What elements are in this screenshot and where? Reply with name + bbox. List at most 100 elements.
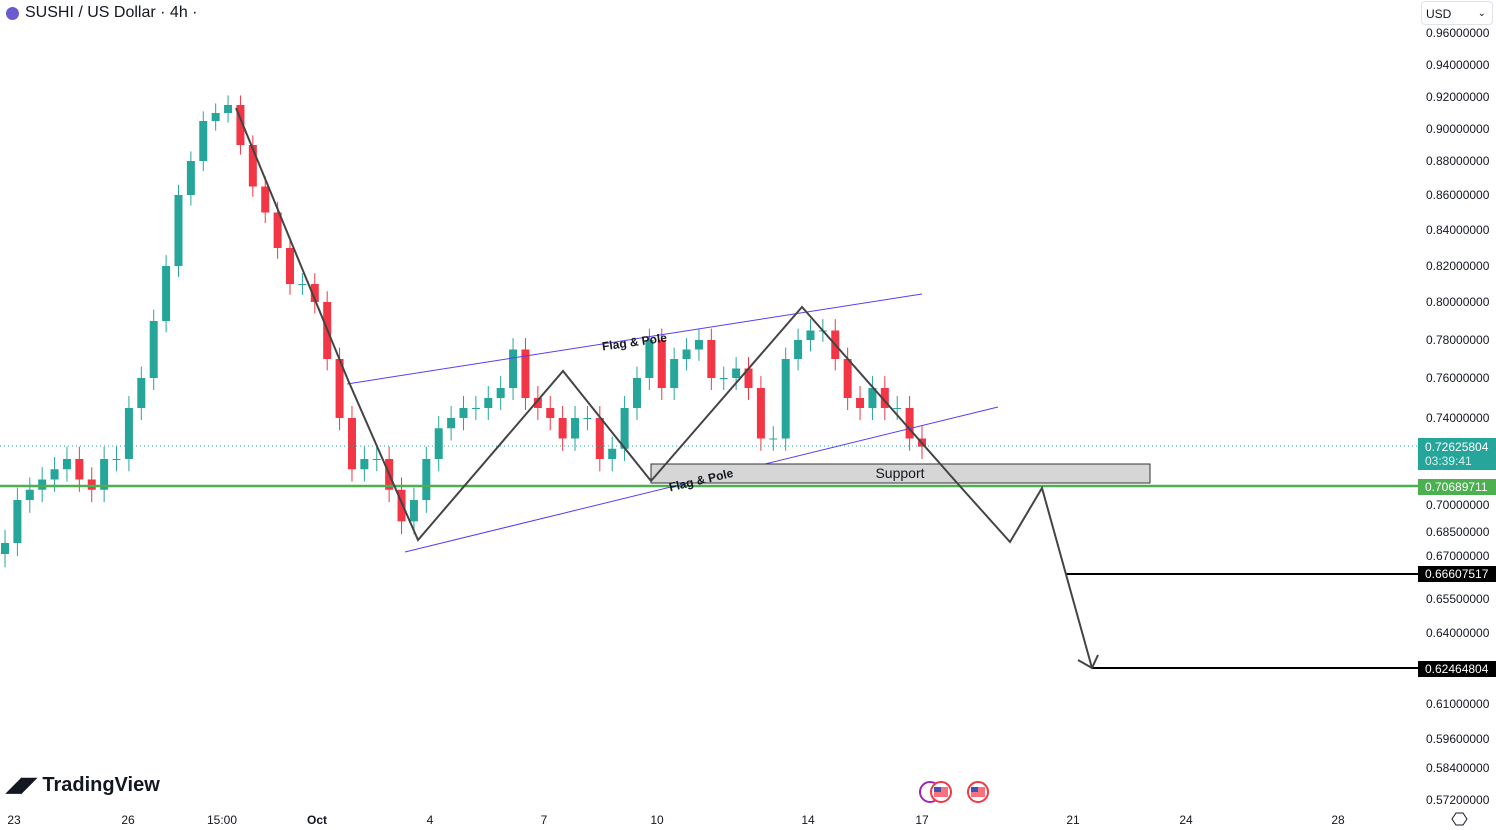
candle xyxy=(100,446,109,503)
candle xyxy=(620,396,629,462)
candle xyxy=(571,406,580,451)
arrow-head-icon xyxy=(1077,654,1099,670)
y-tick-label: 0.59600000 xyxy=(1426,732,1490,746)
y-tick-label: 0.90000000 xyxy=(1426,122,1490,136)
us-flag-icon[interactable] xyxy=(967,781,989,803)
candle xyxy=(25,477,34,513)
candle xyxy=(732,357,741,390)
x-tick-label: 21 xyxy=(1066,813,1080,827)
candle xyxy=(670,347,679,400)
candle xyxy=(87,467,96,503)
tradingview-logo[interactable]: ◢◤ TradingView xyxy=(6,772,160,797)
y-tick-label: 0.58400000 xyxy=(1426,761,1490,775)
level-tag-target1: 0.66607517 xyxy=(1418,566,1496,582)
currency-select[interactable]: USD ⌄ xyxy=(1421,1,1493,25)
y-tick-label: 0.80000000 xyxy=(1426,295,1490,309)
x-tick-label: 15:00 xyxy=(207,813,237,827)
support-label: Support xyxy=(875,465,924,481)
x-tick-label: 24 xyxy=(1179,813,1193,827)
candle xyxy=(905,396,914,451)
candle xyxy=(360,446,369,482)
candle xyxy=(521,338,530,410)
y-tick-label: 0.61000000 xyxy=(1426,697,1490,711)
y-tick-label: 0.76000000 xyxy=(1426,371,1490,385)
candle xyxy=(124,396,133,472)
candle xyxy=(447,406,456,441)
y-tick-label: 0.84000000 xyxy=(1426,223,1490,237)
level-tag-support: 0.70689711 xyxy=(1418,479,1496,495)
candle xyxy=(422,446,431,513)
projection-path[interactable] xyxy=(235,107,1093,669)
y-tick-label: 0.82000000 xyxy=(1426,259,1490,273)
x-tick-label: Oct xyxy=(307,813,327,827)
y-tick-label: 0.92000000 xyxy=(1426,90,1490,104)
candle xyxy=(682,338,691,371)
candle xyxy=(484,386,493,421)
x-tick-label: 14 xyxy=(801,813,815,827)
candle xyxy=(806,319,815,352)
candle xyxy=(719,366,728,390)
currency-value: USD xyxy=(1426,7,1452,21)
candle xyxy=(509,338,518,400)
candle xyxy=(409,487,418,535)
candle xyxy=(632,366,641,421)
candle xyxy=(1,529,9,568)
y-tick-label: 0.88000000 xyxy=(1426,154,1490,168)
candle xyxy=(868,376,877,421)
countdown: 03:39:41 xyxy=(1425,454,1472,468)
x-tick-label: 23 xyxy=(7,813,21,827)
candle xyxy=(13,487,22,557)
candle xyxy=(645,328,654,390)
candle xyxy=(372,446,381,472)
y-tick-label: 0.74000000 xyxy=(1426,411,1490,425)
y-tick-label: 0.78000000 xyxy=(1426,333,1490,347)
candle xyxy=(75,446,84,492)
y-tick-label: 0.65500000 xyxy=(1426,592,1490,606)
current-price-value: 0.72625804 xyxy=(1425,440,1489,454)
candle xyxy=(583,406,592,431)
candle xyxy=(533,386,542,421)
support-zone[interactable] xyxy=(650,463,1151,484)
candle xyxy=(347,406,356,482)
x-tick-label: 7 xyxy=(541,813,548,827)
candle xyxy=(186,151,195,206)
candle xyxy=(286,237,295,295)
tv-logo-icon: ◢◤ xyxy=(6,774,43,796)
y-tick-label: 0.67000000 xyxy=(1426,549,1490,563)
candle xyxy=(62,446,71,482)
current-price-tag: 0.72625804 03:39:41 xyxy=(1418,438,1496,470)
settings-icon[interactable] xyxy=(1451,812,1468,826)
candle xyxy=(137,366,146,421)
chevron-down-icon: ⌄ xyxy=(1477,8,1486,19)
y-tick-label: 0.64000000 xyxy=(1426,626,1490,640)
candle xyxy=(744,357,753,400)
candle xyxy=(694,328,703,361)
y-tick-label: 0.94000000 xyxy=(1426,58,1490,72)
brand-text: TradingView xyxy=(42,774,160,796)
candle xyxy=(459,396,468,431)
y-tick-label: 0.96000000 xyxy=(1426,26,1490,40)
candle xyxy=(224,95,233,123)
candle xyxy=(434,416,443,472)
candle xyxy=(496,376,505,410)
y-tick-label: 0.68500000 xyxy=(1426,525,1490,539)
sushi-logo-icon xyxy=(6,6,19,20)
candle xyxy=(174,184,183,277)
x-tick-label: 10 xyxy=(650,813,664,827)
candle xyxy=(236,95,245,155)
candle xyxy=(261,176,270,223)
candle xyxy=(211,103,220,131)
candle xyxy=(756,376,765,451)
symbol-title[interactable]: SUSHI / US Dollar · 4h · xyxy=(6,4,197,22)
candle xyxy=(856,386,865,421)
x-tick-label: 17 xyxy=(915,813,929,827)
candle xyxy=(794,328,803,371)
us-flag-icon[interactable] xyxy=(919,781,952,803)
level-tag-target2: 0.62464804 xyxy=(1418,661,1496,677)
candle xyxy=(248,135,257,197)
x-tick-label: 28 xyxy=(1331,813,1345,827)
channel-upper-line[interactable] xyxy=(346,293,923,385)
y-tick-label: 0.57200000 xyxy=(1426,793,1490,807)
candle xyxy=(298,273,307,295)
